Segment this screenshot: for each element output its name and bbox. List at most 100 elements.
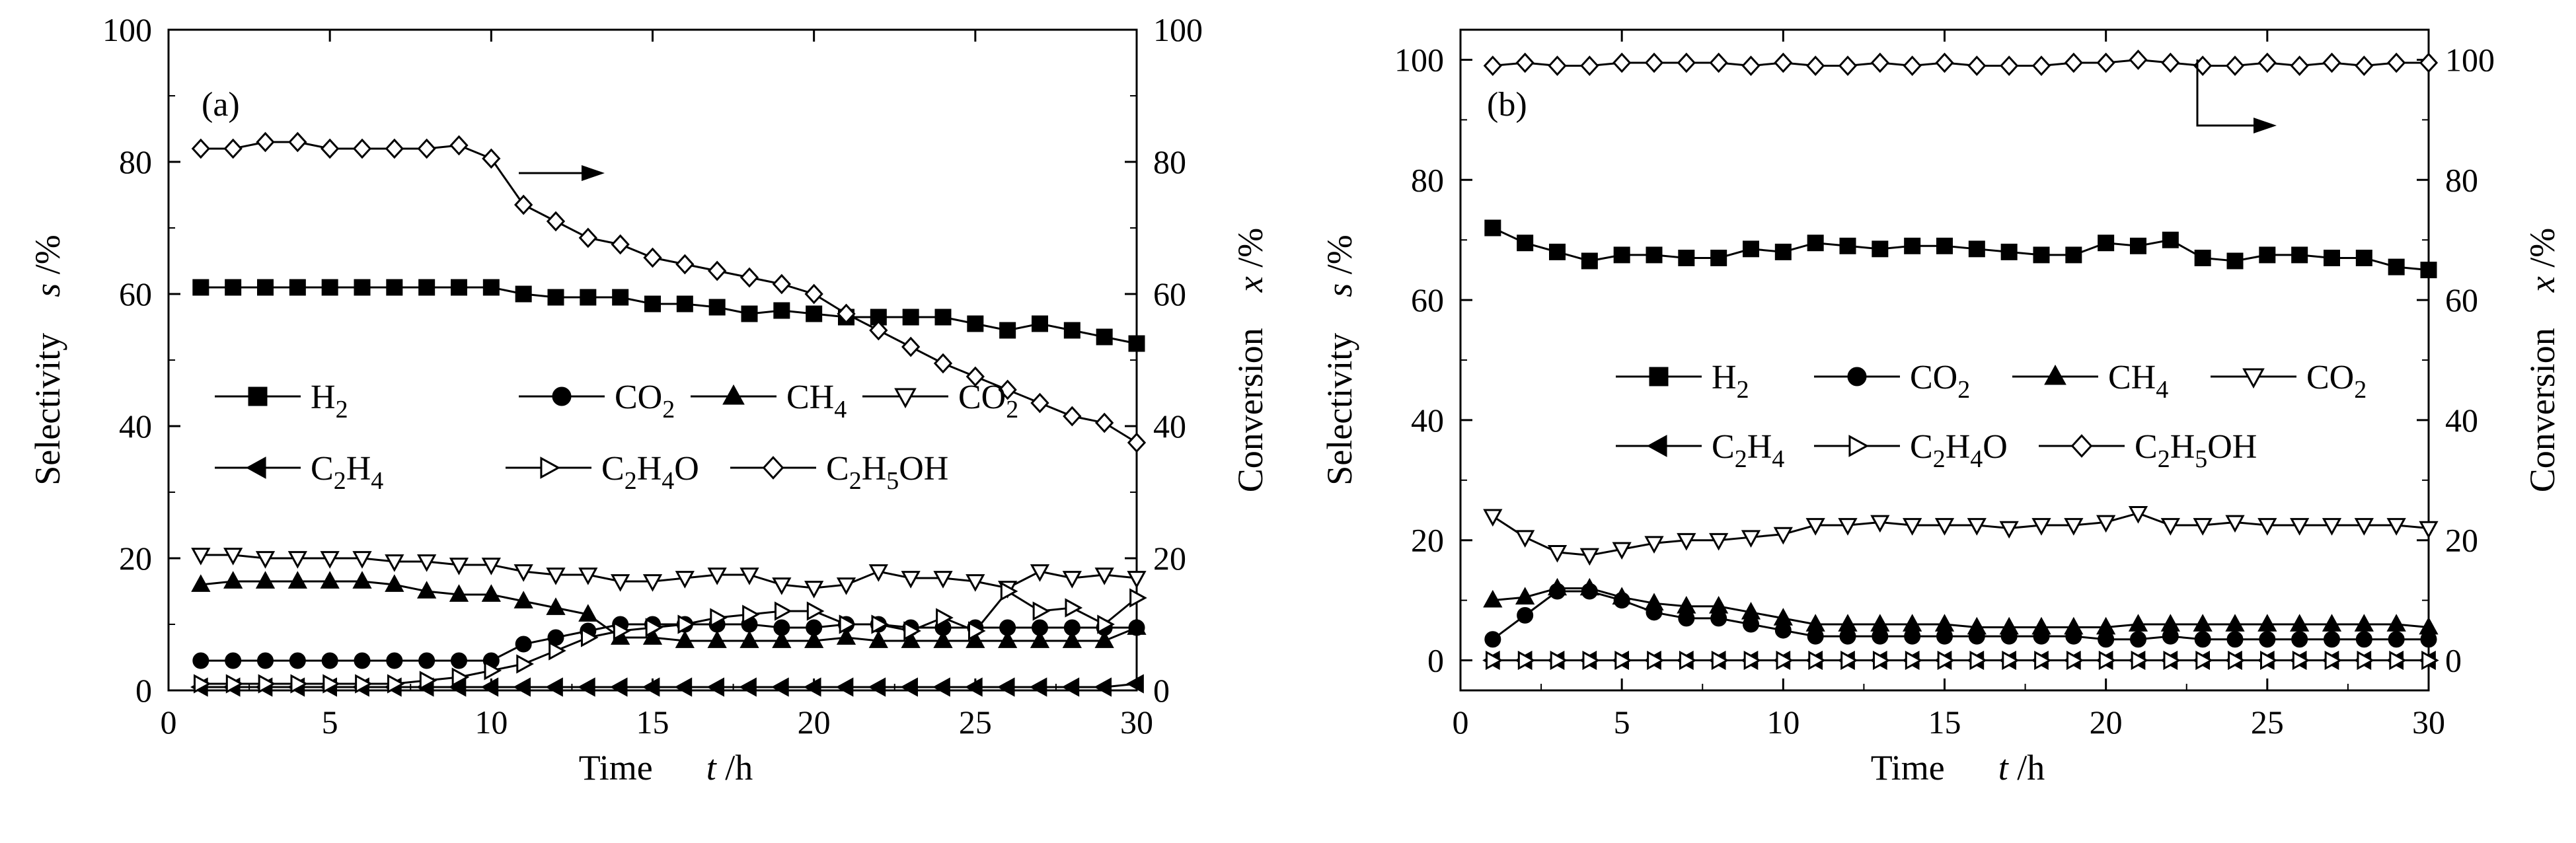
data-point xyxy=(321,138,340,159)
data-point xyxy=(1711,650,1729,671)
series-c2h4o xyxy=(193,581,1147,694)
data-point xyxy=(2355,249,2372,266)
x-tick-label: 10 xyxy=(474,704,508,741)
data-point xyxy=(1128,335,1145,352)
x-tick-label: 25 xyxy=(2251,704,2284,741)
data-point xyxy=(1968,240,1985,258)
data-point xyxy=(513,677,531,697)
data-point xyxy=(1484,631,1501,648)
data-point xyxy=(1967,518,1987,536)
data-point xyxy=(225,674,244,694)
data-point xyxy=(609,677,628,697)
y2-tick-label: 40 xyxy=(2445,402,2478,439)
y2-tick-label: 40 xyxy=(1153,408,1186,445)
data-point xyxy=(417,554,437,572)
data-point xyxy=(675,630,695,648)
data-point xyxy=(839,614,857,634)
data-point xyxy=(868,564,888,582)
data-point xyxy=(1515,587,1535,605)
y2-tick-label: 0 xyxy=(1153,672,1170,709)
data-point xyxy=(1483,589,1503,608)
data-point xyxy=(1644,536,1664,554)
data-point xyxy=(706,677,725,697)
data-point xyxy=(2225,515,2245,533)
y-tick-label: 60 xyxy=(1411,281,1444,318)
data-point xyxy=(1515,52,1534,73)
data-point xyxy=(578,568,598,585)
data-point xyxy=(449,558,469,575)
data-point xyxy=(710,608,728,628)
data-point xyxy=(1550,650,1568,671)
data-point xyxy=(2128,614,2148,632)
legend-label: C2H4 xyxy=(1712,428,1784,473)
legend-marker xyxy=(1847,367,1867,386)
data-point xyxy=(933,571,953,589)
data-point xyxy=(998,630,1018,648)
data-point xyxy=(1967,616,1987,635)
data-point xyxy=(2098,235,2115,252)
data-point xyxy=(1547,577,1568,596)
data-point xyxy=(1870,515,1890,533)
y2-tick-label: 80 xyxy=(1153,143,1186,180)
data-point xyxy=(257,279,274,296)
data-point xyxy=(1840,650,1858,671)
y2-tick-label: 60 xyxy=(1153,275,1186,312)
data-point xyxy=(2226,252,2244,270)
data-point xyxy=(903,621,921,641)
data-point xyxy=(1646,246,1663,264)
y-tick-label: 20 xyxy=(1411,522,1444,559)
data-point xyxy=(2226,631,2244,648)
data-point xyxy=(2387,52,2406,73)
x-tick-label: 15 xyxy=(1928,704,1961,741)
data-point xyxy=(1934,614,1955,632)
y-tick-label: 40 xyxy=(1411,402,1444,439)
data-point xyxy=(419,671,437,690)
data-point xyxy=(320,551,340,569)
data-point xyxy=(223,571,243,589)
data-point xyxy=(772,630,792,648)
data-point xyxy=(2031,55,2051,76)
data-point xyxy=(1127,571,1147,589)
data-point xyxy=(2160,614,2180,632)
data-point xyxy=(2357,650,2375,671)
data-point xyxy=(257,652,274,669)
data-point xyxy=(902,309,919,326)
x-tick-label: 5 xyxy=(1614,704,1630,741)
data-point xyxy=(933,353,953,374)
panel-b: 0 5 10 15 20 25 30020406080100020406080100Time… xyxy=(1320,28,2562,788)
y2-tick-label: 100 xyxy=(2445,41,2495,78)
data-point xyxy=(451,652,467,669)
data-point xyxy=(611,574,630,592)
data-point xyxy=(1579,548,1599,566)
data-point xyxy=(2128,505,2148,524)
data-point xyxy=(387,674,405,694)
data-point xyxy=(482,148,501,169)
data-point xyxy=(1547,545,1568,563)
data-point xyxy=(2419,521,2439,539)
legend-marker xyxy=(2070,434,2093,458)
data-point xyxy=(287,571,307,589)
data-point xyxy=(385,138,404,159)
data-point xyxy=(2096,52,2115,73)
conversion-arrow xyxy=(2196,59,2260,127)
data-point xyxy=(934,309,952,326)
data-point xyxy=(225,652,242,669)
data-point xyxy=(1872,240,1889,258)
data-point xyxy=(2421,650,2439,671)
data-point xyxy=(191,574,211,592)
data-point xyxy=(1485,650,1503,671)
data-point xyxy=(578,677,595,697)
series-line xyxy=(200,580,1137,642)
data-point xyxy=(965,677,983,697)
data-point xyxy=(1677,52,1696,73)
data-point xyxy=(321,279,338,296)
data-point xyxy=(1063,322,1080,339)
data-point xyxy=(1030,630,1050,648)
data-point xyxy=(966,630,985,648)
data-point xyxy=(449,584,469,602)
data-point xyxy=(1967,55,1987,76)
data-point xyxy=(1709,595,1729,614)
y2-tick-label: 80 xyxy=(2445,161,2478,198)
data-point xyxy=(2324,631,2340,648)
data-point xyxy=(642,574,663,592)
